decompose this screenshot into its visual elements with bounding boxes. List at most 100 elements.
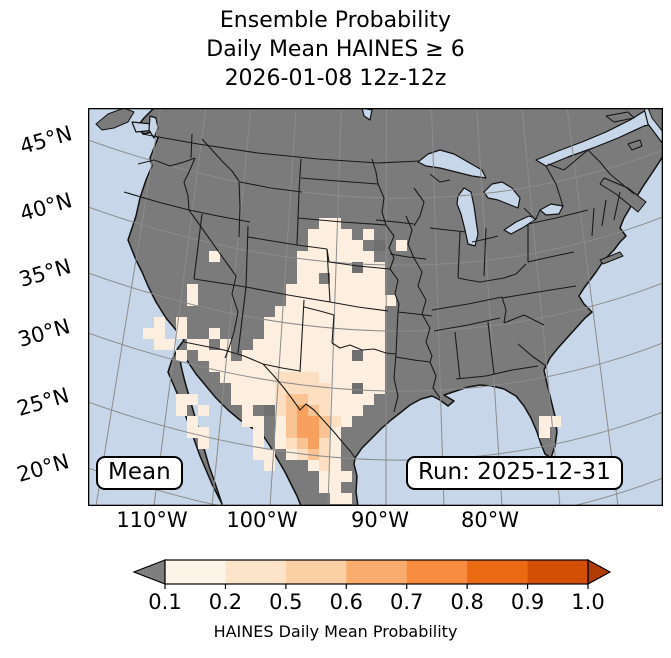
probability-cell <box>319 460 330 471</box>
probability-cell <box>308 361 319 372</box>
colorbar-tick-label: 0.5 <box>269 590 303 614</box>
probability-cell <box>341 229 352 240</box>
probability-cell <box>341 471 352 482</box>
probability-cell <box>231 361 242 372</box>
colorbar-tick-label: 1.0 <box>571 590 605 614</box>
probability-cell <box>363 284 374 295</box>
border-line <box>483 227 487 277</box>
border-line <box>245 225 249 288</box>
border-line <box>485 365 539 377</box>
probability-cell <box>275 372 286 383</box>
border-line <box>297 217 387 226</box>
colorbar-segment <box>527 560 589 584</box>
probability-cell <box>253 350 264 361</box>
border-line <box>141 133 421 164</box>
run-date-badge: Run: 2025-12-31 <box>406 456 623 490</box>
probability-cell <box>308 240 319 251</box>
probability-cell <box>352 372 363 383</box>
colorbar-caption: HAINES Daily Mean Probability <box>213 622 458 641</box>
probability-cell <box>286 416 297 427</box>
probability-cell <box>308 438 319 449</box>
probability-cell <box>308 317 319 328</box>
probability-cell <box>242 394 253 405</box>
probability-cell <box>308 350 319 361</box>
prince-edward-island <box>627 139 643 151</box>
probability-cell <box>286 317 297 328</box>
probability-cell <box>209 251 220 262</box>
border-line <box>501 296 507 324</box>
probability-cell <box>352 240 363 251</box>
probability-cell <box>176 350 187 361</box>
probability-cell <box>308 383 319 394</box>
probability-cell <box>374 295 385 306</box>
probability-cell <box>374 361 385 372</box>
title-line-2: Daily Mean HAINES ≥ 6 <box>206 37 465 62</box>
probability-cell <box>231 372 242 383</box>
probability-cell <box>209 350 220 361</box>
probability-cell <box>187 339 198 350</box>
probability-cell <box>319 361 330 372</box>
border-line <box>503 314 545 326</box>
probability-cell <box>286 350 297 361</box>
probability-cell <box>297 361 308 372</box>
probability-cell <box>319 471 330 482</box>
lake-superior <box>417 149 487 179</box>
colorbar-segment <box>225 560 287 584</box>
probability-cell <box>264 449 275 460</box>
colorbar-tick-label: 0.7 <box>390 590 424 614</box>
probability-cell <box>253 449 264 460</box>
probability-cell <box>374 306 385 317</box>
mean-badge: Mean <box>96 456 183 490</box>
probability-cell <box>319 350 330 361</box>
probability-cell <box>286 328 297 339</box>
probability-cell <box>352 317 363 328</box>
colorbar-segment <box>346 560 408 584</box>
probability-cell <box>198 350 209 361</box>
map-canvas <box>88 108 663 506</box>
probability-cell <box>176 317 187 328</box>
border-line <box>454 331 461 380</box>
probability-cell <box>253 416 264 427</box>
probability-cell <box>341 372 352 383</box>
probability-cell <box>319 328 330 339</box>
probability-cell <box>352 405 363 416</box>
probability-cell <box>297 405 308 416</box>
probability-cell <box>154 339 165 350</box>
probability-cell <box>341 284 352 295</box>
probability-cell <box>286 284 297 295</box>
colorbar-under-arrow <box>132 559 166 585</box>
probability-cell <box>363 383 374 394</box>
probability-cell <box>297 273 308 284</box>
probability-cell <box>264 460 275 471</box>
probability-cell <box>264 394 275 405</box>
probability-cell <box>330 405 341 416</box>
probability-cell <box>363 372 374 383</box>
probability-cell <box>242 416 253 427</box>
probability-cell <box>187 427 198 438</box>
border-line <box>517 343 547 367</box>
probability-cell <box>330 317 341 328</box>
probability-cell <box>264 328 275 339</box>
probability-cell <box>253 394 264 405</box>
probability-cell <box>363 229 374 240</box>
border-line <box>377 183 400 312</box>
border-line <box>395 310 399 355</box>
long-island <box>599 251 624 265</box>
probability-cell <box>275 361 286 372</box>
probability-cell <box>286 383 297 394</box>
probability-cell <box>198 339 209 350</box>
probability-cell <box>319 372 330 383</box>
probability-cell <box>330 449 341 460</box>
border-line <box>188 209 237 277</box>
probability-cell <box>330 306 341 317</box>
border-line <box>455 375 487 380</box>
probability-cell <box>308 339 319 350</box>
probability-cell <box>198 438 209 449</box>
probability-cell <box>319 383 330 394</box>
probability-cell <box>341 339 352 350</box>
probability-cell <box>308 306 319 317</box>
border-line <box>471 235 499 243</box>
probability-cell <box>286 427 297 438</box>
border-line <box>601 199 607 227</box>
probability-cell <box>297 295 308 306</box>
